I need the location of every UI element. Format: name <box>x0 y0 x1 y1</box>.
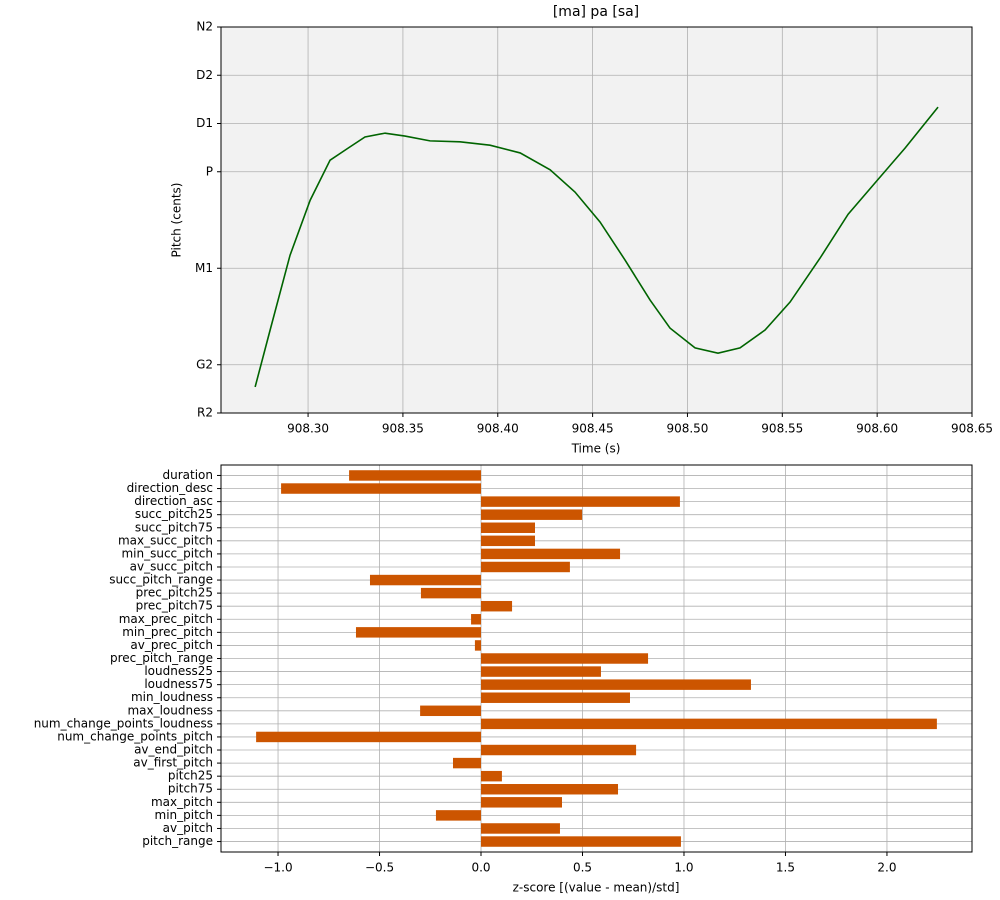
x-tick-label: 908.40 <box>477 422 519 436</box>
x-tick-label: 1.0 <box>674 861 693 875</box>
bar <box>435 810 482 821</box>
y-tick-label: pitch_range <box>142 834 213 848</box>
bar <box>471 614 482 625</box>
bar <box>481 797 562 808</box>
y-tick-label: succ_pitch25 <box>135 507 213 521</box>
bar <box>481 653 649 664</box>
y-tick-label: prec_pitch_range <box>110 651 213 665</box>
y-tick-label: succ_pitch75 <box>135 520 213 534</box>
x-tick-label: 908.65 <box>951 422 993 436</box>
bar <box>481 692 630 703</box>
y-tick-label: direction_desc <box>127 481 213 495</box>
x-axis-label: z-score [(value - mean)/std] <box>513 881 680 895</box>
x-tick-label: −1.0 <box>263 861 292 875</box>
bar <box>481 600 513 612</box>
bar <box>481 522 535 533</box>
y-tick-label: duration <box>163 468 214 482</box>
x-axis-label: Time (s) <box>571 442 621 456</box>
x-tick-label: 1.5 <box>776 861 795 875</box>
y-tick-label: av_pitch <box>163 821 213 835</box>
y-tick-label: av_end_pitch <box>134 743 213 757</box>
y-tick-label: max_pitch <box>151 795 213 809</box>
bar <box>349 470 482 481</box>
x-tick-label: 908.60 <box>856 422 898 436</box>
y-tick-label: min_pitch <box>155 808 214 822</box>
x-tick-label: 908.45 <box>572 422 614 436</box>
y-tick-label: av_prec_pitch <box>130 638 213 652</box>
bar <box>281 483 482 494</box>
y-tick-label: pitch25 <box>168 769 213 783</box>
bar <box>481 548 621 560</box>
bar <box>420 587 482 599</box>
y-tick-label: R2 <box>197 406 213 420</box>
chart-title: [ma] pa [sa] <box>553 4 639 20</box>
bar <box>355 627 482 638</box>
y-tick-label: av_succ_pitch <box>130 559 213 573</box>
x-tick-label: 2.0 <box>877 861 896 875</box>
y-tick-label: av_first_pitch <box>133 756 213 770</box>
bar <box>474 640 482 651</box>
y-tick-label: D1 <box>196 116 213 130</box>
bar <box>481 836 681 847</box>
y-tick-label: succ_pitch_range <box>109 573 213 587</box>
x-tick-label: −0.5 <box>365 861 394 875</box>
axes-frame <box>220 26 973 414</box>
bar <box>481 509 583 520</box>
bar <box>481 561 570 573</box>
y-tick-label: prec_pitch25 <box>136 586 213 600</box>
y-tick-label: loudness75 <box>144 677 213 691</box>
y-tick-label: num_change_points_pitch <box>57 729 213 743</box>
y-tick-label: pitch75 <box>168 782 213 796</box>
y-tick-label: prec_pitch75 <box>136 599 213 613</box>
plot-area <box>221 27 972 413</box>
bar <box>481 535 535 547</box>
bar <box>481 679 751 690</box>
bar <box>481 666 601 677</box>
axes-frame <box>220 464 973 853</box>
bar <box>481 718 937 730</box>
y-tick-label: P <box>206 164 213 178</box>
y-tick-label: M1 <box>195 261 213 275</box>
y-tick-label: G2 <box>196 357 213 371</box>
y-tick-label: N2 <box>196 20 213 34</box>
y-tick-label: max_prec_pitch <box>119 612 213 626</box>
y-tick-label: min_succ_pitch <box>121 546 213 560</box>
y-tick-label: num_change_points_loudness <box>34 716 213 730</box>
y-tick-label: max_succ_pitch <box>118 533 213 547</box>
x-tick-label: 908.50 <box>666 422 708 436</box>
x-tick-label: 908.35 <box>382 422 424 436</box>
x-tick-label: 908.55 <box>761 422 803 436</box>
y-tick-label: D2 <box>196 68 213 82</box>
y-axis-label: Pitch (cents) <box>170 183 184 258</box>
x-tick-label: 908.30 <box>287 422 329 436</box>
y-tick-label: min_loudness <box>131 690 213 704</box>
y-tick-label: loudness25 <box>144 664 213 678</box>
y-tick-label: min_prec_pitch <box>122 625 213 639</box>
bar <box>481 823 560 834</box>
bar <box>256 731 482 743</box>
y-tick-label: max_loudness <box>127 703 213 717</box>
bar <box>481 784 619 795</box>
bar <box>481 496 680 507</box>
pitch-line <box>254 106 939 388</box>
x-tick-label: 0.0 <box>471 861 490 875</box>
bar <box>420 705 482 717</box>
x-tick-label: 0.5 <box>573 861 592 875</box>
y-tick-label: direction_asc <box>134 494 213 508</box>
bar <box>369 574 482 586</box>
bar <box>481 744 637 756</box>
bar <box>452 757 482 769</box>
bar <box>481 770 502 782</box>
